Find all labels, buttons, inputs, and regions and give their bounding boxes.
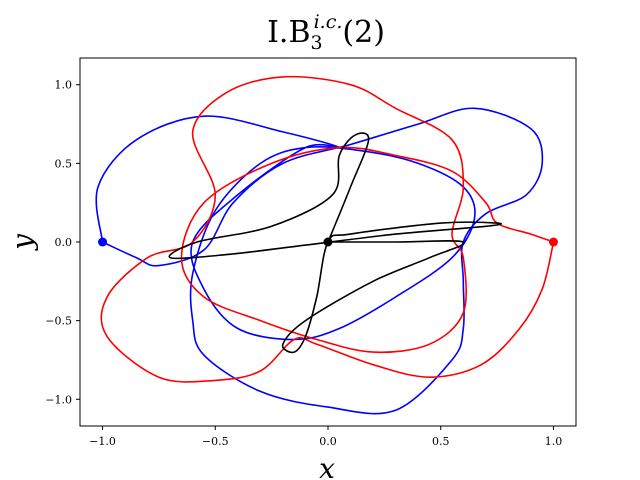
series-line-2 xyxy=(100,75,555,383)
chart-title-suffix: (2) xyxy=(342,15,385,50)
tick-layer: −1.0 −0.5 0.0 0.5 1.0 −1.0 −0.5 0.0 0.5 1.0 xyxy=(45,79,562,448)
x-tick-label: 0.5 xyxy=(432,435,450,448)
x-tick-label: 0.0 xyxy=(319,435,337,448)
y-tick-label: −0.5 xyxy=(45,315,72,328)
y-tick-label: −1.0 xyxy=(45,393,72,406)
start-marker-3 xyxy=(323,237,333,247)
x-tick-label: −1.0 xyxy=(89,435,116,448)
chart-title-subscript: 3 xyxy=(311,32,323,54)
y-tick-label: 0.0 xyxy=(55,236,73,249)
y-tick-label: 1.0 xyxy=(55,79,73,92)
marker-layer xyxy=(98,237,558,247)
chart-title-superscript: i.c. xyxy=(314,11,343,33)
y-axis-label: y xyxy=(6,233,39,252)
x-axis-label: x xyxy=(319,452,335,480)
x-tick-label: 1.0 xyxy=(545,435,563,448)
series-line-3 xyxy=(168,132,503,354)
series-line-1 xyxy=(95,107,544,415)
y-tick-label: 0.5 xyxy=(55,157,73,170)
chart-title-base: I.B xyxy=(267,15,310,50)
series-layer xyxy=(95,75,555,415)
start-marker-2 xyxy=(548,237,558,247)
start-marker-1 xyxy=(98,237,108,247)
x-tick-label: −0.5 xyxy=(202,435,229,448)
chart-title: I.B3i.c.(2) xyxy=(267,11,385,54)
